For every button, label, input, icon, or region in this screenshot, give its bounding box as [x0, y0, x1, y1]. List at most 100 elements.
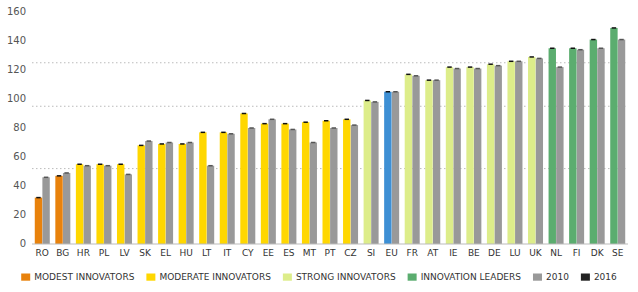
- x-tick-label: DE: [488, 248, 501, 258]
- bar-top-mark: [345, 119, 349, 121]
- bar-top-mark: [406, 74, 410, 76]
- bar-top-mark: [509, 61, 513, 63]
- bar: [474, 69, 481, 244]
- bar: [507, 61, 514, 244]
- bar-top-mark: [249, 127, 253, 129]
- bar: [364, 100, 371, 244]
- bar: [117, 164, 124, 244]
- bar-top-mark: [98, 164, 102, 166]
- legend-swatch: [533, 274, 542, 281]
- y-tick-label: 160: [7, 6, 26, 17]
- bar: [412, 76, 419, 244]
- bar: [536, 58, 543, 244]
- x-tick-label: RO: [36, 248, 49, 258]
- x-tick-label: PL: [99, 248, 109, 258]
- bar: [405, 74, 412, 244]
- bar: [302, 122, 309, 244]
- x-tick-label: EL: [160, 248, 171, 258]
- x-tick-label: IT: [223, 248, 232, 258]
- legend-label: MODEST INNOVATORS: [34, 272, 134, 282]
- x-tick-label: HU: [179, 248, 192, 258]
- bar: [528, 57, 535, 244]
- legend-label: STRONG INNOVATORS: [296, 272, 396, 282]
- legend: MODEST INNOVATORSMODERATE INNOVATORSSTRO…: [21, 272, 617, 282]
- bar-top-mark: [188, 142, 192, 144]
- bar-top-mark: [303, 121, 307, 123]
- bar-top-mark: [242, 113, 246, 115]
- x-tick-label: HR: [77, 248, 90, 258]
- bar: [556, 67, 563, 244]
- bar: [248, 128, 255, 244]
- bar: [261, 124, 268, 244]
- bar: [240, 114, 247, 245]
- bar: [186, 143, 193, 245]
- bar-top-mark: [201, 132, 205, 134]
- bar: [610, 28, 617, 244]
- bar-top-mark: [147, 140, 151, 142]
- bar-top-mark: [352, 124, 356, 126]
- bar: [330, 128, 337, 244]
- bar-top-mark: [571, 48, 575, 50]
- bar-top-mark: [365, 100, 369, 102]
- bar-top-mark: [558, 66, 562, 68]
- bar-top-mark: [57, 175, 61, 177]
- bar-top-mark: [208, 165, 212, 167]
- bar: [125, 174, 132, 244]
- bar: [384, 92, 391, 244]
- bar-top-mark: [324, 120, 328, 122]
- y-tick-label: 0: [20, 238, 26, 249]
- x-tick-label: BG: [56, 248, 69, 258]
- legend-label: INNOVATION LEADERS: [421, 272, 522, 282]
- bar-top-mark: [373, 101, 377, 103]
- bar-top-mark: [118, 164, 122, 166]
- bar: [495, 66, 502, 244]
- x-tick-label: CZ: [344, 248, 356, 258]
- x-tick-label: NL: [550, 248, 562, 258]
- legend-swatch: [21, 274, 30, 281]
- y-tick-label: 80: [13, 122, 26, 133]
- bar-top-mark: [85, 165, 89, 167]
- x-tick-label: SK: [139, 248, 152, 258]
- y-tick-label: 140: [7, 35, 26, 46]
- chart: 020406080100120140160ROBGHRPLLVSKELHULTI…: [0, 0, 638, 292]
- bar: [55, 176, 62, 244]
- x-tick-label: SI: [367, 248, 375, 258]
- bar-top-mark: [44, 177, 48, 179]
- bar-top-mark: [221, 132, 225, 134]
- legend-label: 2016: [594, 272, 617, 282]
- bar: [268, 119, 275, 244]
- y-tick-label: 120: [7, 64, 26, 75]
- x-tick-label: UK: [529, 248, 543, 258]
- bar: [351, 125, 358, 244]
- bar: [597, 48, 604, 244]
- legend-label: 2010: [546, 272, 569, 282]
- x-tick-label: FR: [406, 248, 417, 258]
- bar: [35, 198, 42, 244]
- legend-swatch: [283, 274, 292, 281]
- bar: [227, 134, 234, 244]
- bar: [569, 48, 576, 244]
- bar-top-mark: [496, 65, 500, 67]
- bar-top-mark: [434, 79, 438, 81]
- bar: [281, 124, 288, 244]
- bar: [220, 132, 227, 244]
- bar: [63, 173, 70, 244]
- x-tick-label: LU: [509, 248, 520, 258]
- bar: [466, 67, 473, 244]
- x-tick-label: FI: [573, 248, 581, 258]
- bar: [577, 50, 584, 244]
- bar: [590, 40, 597, 244]
- bar-top-mark: [386, 91, 390, 93]
- bar: [145, 141, 152, 244]
- bar: [166, 143, 173, 245]
- x-tick-label: BE: [468, 248, 480, 258]
- bar-top-mark: [578, 49, 582, 51]
- bar-top-mark: [537, 58, 541, 60]
- y-tick-label: 20: [13, 209, 26, 220]
- x-tick-label: SE: [612, 248, 624, 258]
- x-tick-label: CY: [242, 248, 254, 258]
- bar: [104, 166, 111, 244]
- bar: [433, 80, 440, 244]
- bar-top-mark: [414, 75, 418, 77]
- bar: [618, 40, 625, 244]
